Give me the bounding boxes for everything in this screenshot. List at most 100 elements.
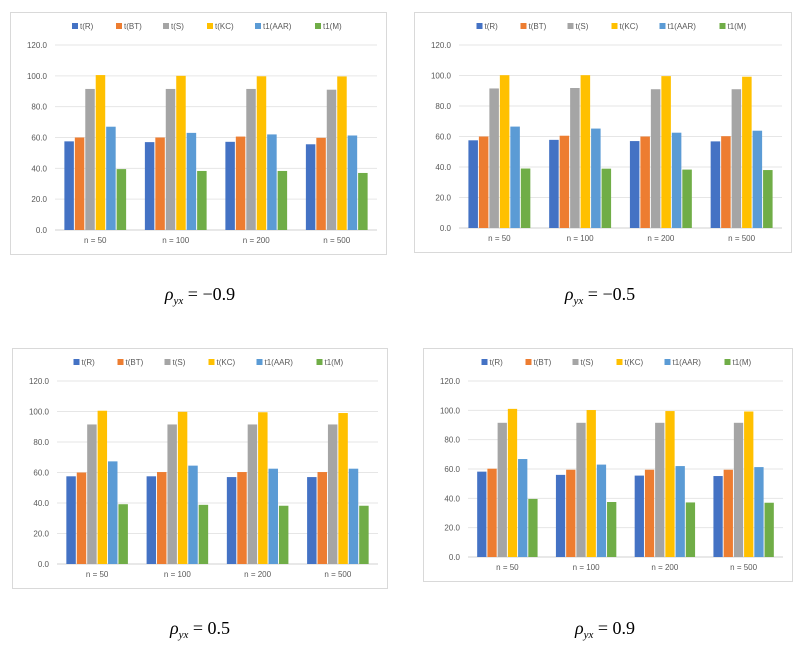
legend-label-t1-m: t1(M) xyxy=(728,22,747,31)
bar-t1-aar-n-100 xyxy=(596,464,607,557)
bar-t-s-n-200 xyxy=(247,424,258,564)
bar-t1-m-n-200 xyxy=(682,169,692,228)
legend-label-t1-m: t1(M) xyxy=(325,358,344,367)
y-tick-label: 20.0 xyxy=(31,195,47,204)
x-tick-label: n = 50 xyxy=(496,563,519,572)
bar-t1-aar-n-200 xyxy=(671,132,682,228)
y-tick-label: 60.0 xyxy=(31,134,47,143)
bar-t-r-n-200 xyxy=(629,141,640,228)
legend-label-t-r: t(R) xyxy=(82,358,96,367)
bar-t-s-n-100 xyxy=(165,88,176,230)
bar-t1-m-n-500 xyxy=(359,505,369,564)
bar-t-r-n-50 xyxy=(468,140,478,228)
bar-t-r-n-500 xyxy=(305,144,316,230)
y-tick-label: 100.0 xyxy=(440,406,461,415)
bar-t-kc-n-100 xyxy=(177,411,188,564)
legend-label-t-r: t(R) xyxy=(485,22,499,31)
bar-t1-aar-n-100 xyxy=(591,128,601,228)
bar-t-bt-n-50 xyxy=(487,468,497,557)
y-tick-label: 100.0 xyxy=(431,72,452,81)
x-tick-label: n = 50 xyxy=(488,234,511,243)
bar-t-bt-n-100 xyxy=(155,137,165,230)
bar-t1-aar-n-50 xyxy=(518,459,528,557)
bar-t-kc-n-50 xyxy=(97,410,108,564)
bar-t-bt-n-100 xyxy=(566,469,576,557)
legend-label-t-bt: t(BT) xyxy=(529,22,547,31)
bar-t1-m-n-200 xyxy=(278,505,289,564)
chart-panel-rho-pos-0-9: t(R) t(BT) t(S) t(KC) t1(AAR) t1(M) 0.0 20.0 40.… xyxy=(423,348,793,582)
bar-t-r-n-100 xyxy=(144,142,155,230)
bar-chart: t(R) t(BT) t(S) t(KC) t1(AAR) t1(M) 0.0 20.0 40.… xyxy=(440,358,783,572)
legend-label-t-s: t(S) xyxy=(171,22,184,31)
chart-panel-rho-neg-0-5: t(R) t(BT) t(S) t(KC) t1(AAR) t1(M) 0.0 20.0 40.… xyxy=(414,12,792,253)
legend-label-t-bt: t(BT) xyxy=(126,358,144,367)
bar-t-s-n-200 xyxy=(655,422,665,557)
y-tick-label: 100.0 xyxy=(27,72,48,81)
bar-t-bt-n-50 xyxy=(76,472,87,564)
bar-t-kc-n-200 xyxy=(258,412,268,564)
bar-t1-aar-n-500 xyxy=(752,130,763,228)
legend-swatch-t1-aar xyxy=(255,23,261,29)
x-tick-label: n = 200 xyxy=(651,563,678,572)
rho-symbol: ρ xyxy=(574,618,584,638)
legend-swatch-t-r xyxy=(72,23,78,29)
legend-label-t-s: t(S) xyxy=(576,22,589,31)
bar-t1-m-n-500 xyxy=(764,502,774,557)
bar-t-bt-n-200 xyxy=(235,136,246,230)
bar-chart: t(R) t(BT) t(S) t(KC) t1(AAR) t1(M) 0.0 20.0 40.… xyxy=(27,22,377,245)
bar-t-s-n-500 xyxy=(327,424,338,564)
y-tick-label: 60.0 xyxy=(435,133,451,142)
bar-t1-m-n-50 xyxy=(118,504,128,564)
bar-t1-m-n-100 xyxy=(197,170,207,230)
bar-t-kc-n-500 xyxy=(742,76,752,228)
bar-t1-aar-n-200 xyxy=(267,134,277,230)
legend-swatch-t-r xyxy=(73,359,80,365)
legend: t(R) t(BT) t(S) t(KC) t1(AAR) t1(M) xyxy=(73,358,344,367)
bar-t-kc-n-500 xyxy=(338,413,348,564)
y-tick-label: 40.0 xyxy=(31,164,47,173)
legend-swatch-t-kc xyxy=(616,359,623,365)
bar-t-bt-n-100 xyxy=(157,472,167,564)
bar-t-kc-n-100 xyxy=(176,75,186,230)
x-tick-label: n = 500 xyxy=(324,570,351,579)
y-tick-label: 20.0 xyxy=(33,530,49,539)
bar-t1-aar-n-500 xyxy=(754,467,764,557)
bar-t1-aar-n-50 xyxy=(510,126,520,228)
x-tick-label: n = 200 xyxy=(647,234,674,243)
y-tick-label: 80.0 xyxy=(31,103,47,112)
chart-panel-rho-neg-0-9: t(R) t(BT) t(S) t(KC) t1(AAR) t1(M) 0.0 20.0 40.… xyxy=(10,12,387,255)
y-tick-label: 120.0 xyxy=(29,377,50,386)
bar-t-bt-n-50 xyxy=(74,137,85,230)
y-tick-label: 20.0 xyxy=(435,194,451,203)
bar-t-kc-n-100 xyxy=(586,410,596,557)
bar-t1-aar-n-500 xyxy=(347,135,358,230)
bar-t1-m-n-500 xyxy=(358,172,368,230)
bar-t-kc-n-50 xyxy=(507,408,518,557)
bar-chart: t(R) t(BT) t(S) t(KC) t1(AAR) t1(M) 0.0 20.0 40.… xyxy=(29,358,378,579)
legend-swatch-t-bt xyxy=(116,23,122,29)
y-tick-label: 60.0 xyxy=(444,465,460,474)
legend: t(R) t(BT) t(S) t(KC) t1(AAR) t1(M) xyxy=(72,22,342,31)
legend-swatch-t1-m xyxy=(316,359,323,365)
legend-label-t1-aar: t1(AAR) xyxy=(668,22,697,31)
bar-t-r-n-500 xyxy=(307,477,317,564)
legend-swatch-t1-m xyxy=(315,23,321,29)
bar-t-r-n-100 xyxy=(549,139,559,228)
legend-label-t-s: t(S) xyxy=(581,358,594,367)
bar-t-kc-n-500 xyxy=(744,411,754,557)
y-tick-label: 40.0 xyxy=(444,494,460,503)
legend-label-t-bt: t(BT) xyxy=(124,22,142,31)
bar-t-s-n-100 xyxy=(167,424,177,564)
bar-t-kc-n-50 xyxy=(499,75,510,228)
bar-t-bt-n-200 xyxy=(237,472,247,564)
bar-t-kc-n-100 xyxy=(580,75,591,228)
bar-t1-m-n-500 xyxy=(763,170,773,228)
legend: t(R) t(BT) t(S) t(KC) t1(AAR) t1(M) xyxy=(481,358,752,367)
caption-value: = −0.9 xyxy=(187,284,236,304)
legend-swatch-t-kc xyxy=(611,23,618,29)
legend-label-t1-aar: t1(AAR) xyxy=(265,358,294,367)
bar-t-r-n-200 xyxy=(226,477,237,564)
y-tick-label: 120.0 xyxy=(440,377,461,386)
y-tick-label: 60.0 xyxy=(33,469,49,478)
legend-swatch-t-s xyxy=(164,359,171,365)
